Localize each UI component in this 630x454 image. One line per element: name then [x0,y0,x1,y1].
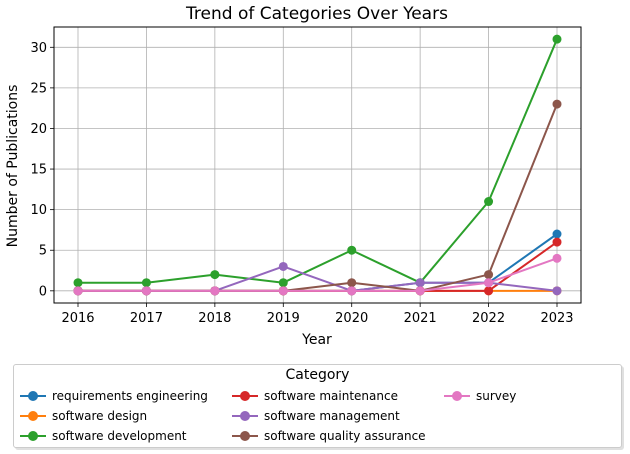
legend-swatch [232,390,258,402]
data-point-survey [141,286,151,296]
series-layer [73,34,562,296]
data-point-software-quality-assurance [552,99,562,109]
x-tick-label: 2017 [130,311,163,326]
x-tick-label: 2018 [198,311,231,326]
y-tick-label: 30 [30,41,47,56]
data-point-software-development [73,278,83,288]
data-point-survey [484,278,494,288]
plot-frame [53,26,582,304]
data-point-software-quality-assurance [347,278,357,288]
legend-swatch [232,410,258,422]
legend-label: software development [52,429,187,443]
legend-label: software quality assurance [264,429,426,443]
y-axis-label: Number of Publications [5,85,21,248]
data-point-survey [347,286,357,296]
data-point-software-maintenance [484,286,494,296]
y-tick-label: 15 [30,163,47,178]
data-point-software-management [415,278,425,288]
series-survey [73,253,562,296]
x-axis-label: Year [301,332,332,348]
legend-label: requirements engineering [52,389,208,403]
y-tick-label: 5 [39,244,47,259]
legend-entry: software development [20,427,232,445]
legend-entry: software design [20,407,232,425]
series-software-development [73,34,562,288]
y-tick-label: 0 [39,284,47,299]
y-tick-label: 20 [30,122,47,137]
data-point-software-development [141,278,151,288]
legend-swatch [232,430,258,442]
x-tick-label: 2016 [61,311,94,326]
legend-swatch [444,390,470,402]
chart-title: Trend of Categories Over Years [185,4,448,24]
grid-layer [54,27,581,303]
data-point-survey [552,253,562,263]
data-point-survey [73,286,83,296]
data-point-software-quality-assurance [484,270,494,280]
legend-swatch [20,410,46,422]
legend-label: software management [264,409,400,423]
x-tick-label: 2023 [540,311,573,326]
x-tick-label: 2019 [267,311,300,326]
legend-swatch [20,390,46,402]
legend-entry: software management [232,407,444,425]
legend-entries: requirements engineering software design s… [20,387,629,445]
legend-entry: software quality assurance [232,427,444,445]
y-tick-label: 10 [30,203,47,218]
data-point-survey [278,286,288,296]
series-line-software-quality-assurance [78,103,558,292]
data-point-software-management [278,261,288,271]
legend-label: survey [476,389,517,403]
data-point-software-management [552,286,562,296]
tick-layer: 2016 2017 2018 2019 2020 2021 2022 2023 0 5 10 15 20… [30,41,573,326]
legend-entry: software maintenance [232,387,444,405]
series-line-software-development [78,38,558,284]
y-tick-label: 25 [30,81,47,96]
data-point-software-maintenance [552,237,562,247]
legend-swatch [20,430,46,442]
legend-entry: requirements engineering [20,387,232,405]
x-tick-label: 2021 [404,311,437,326]
series-line-survey [78,257,558,292]
data-point-requirements-engineering [552,229,562,239]
data-point-software-development [210,270,220,280]
data-point-survey [415,286,425,296]
legend-label: software maintenance [264,389,398,403]
legend-entry: survey [444,387,629,405]
x-tick-label: 2022 [472,311,505,326]
data-point-software-development [552,34,562,44]
x-tick-label: 2020 [335,311,368,326]
data-point-software-development [484,197,494,207]
data-point-software-development [347,245,357,255]
legend: Category requirements engineering softwar… [13,364,622,448]
data-point-software-development [278,278,288,288]
data-point-survey [210,286,220,296]
legend-label: software design [52,409,148,423]
legend-title: Category [285,367,350,383]
